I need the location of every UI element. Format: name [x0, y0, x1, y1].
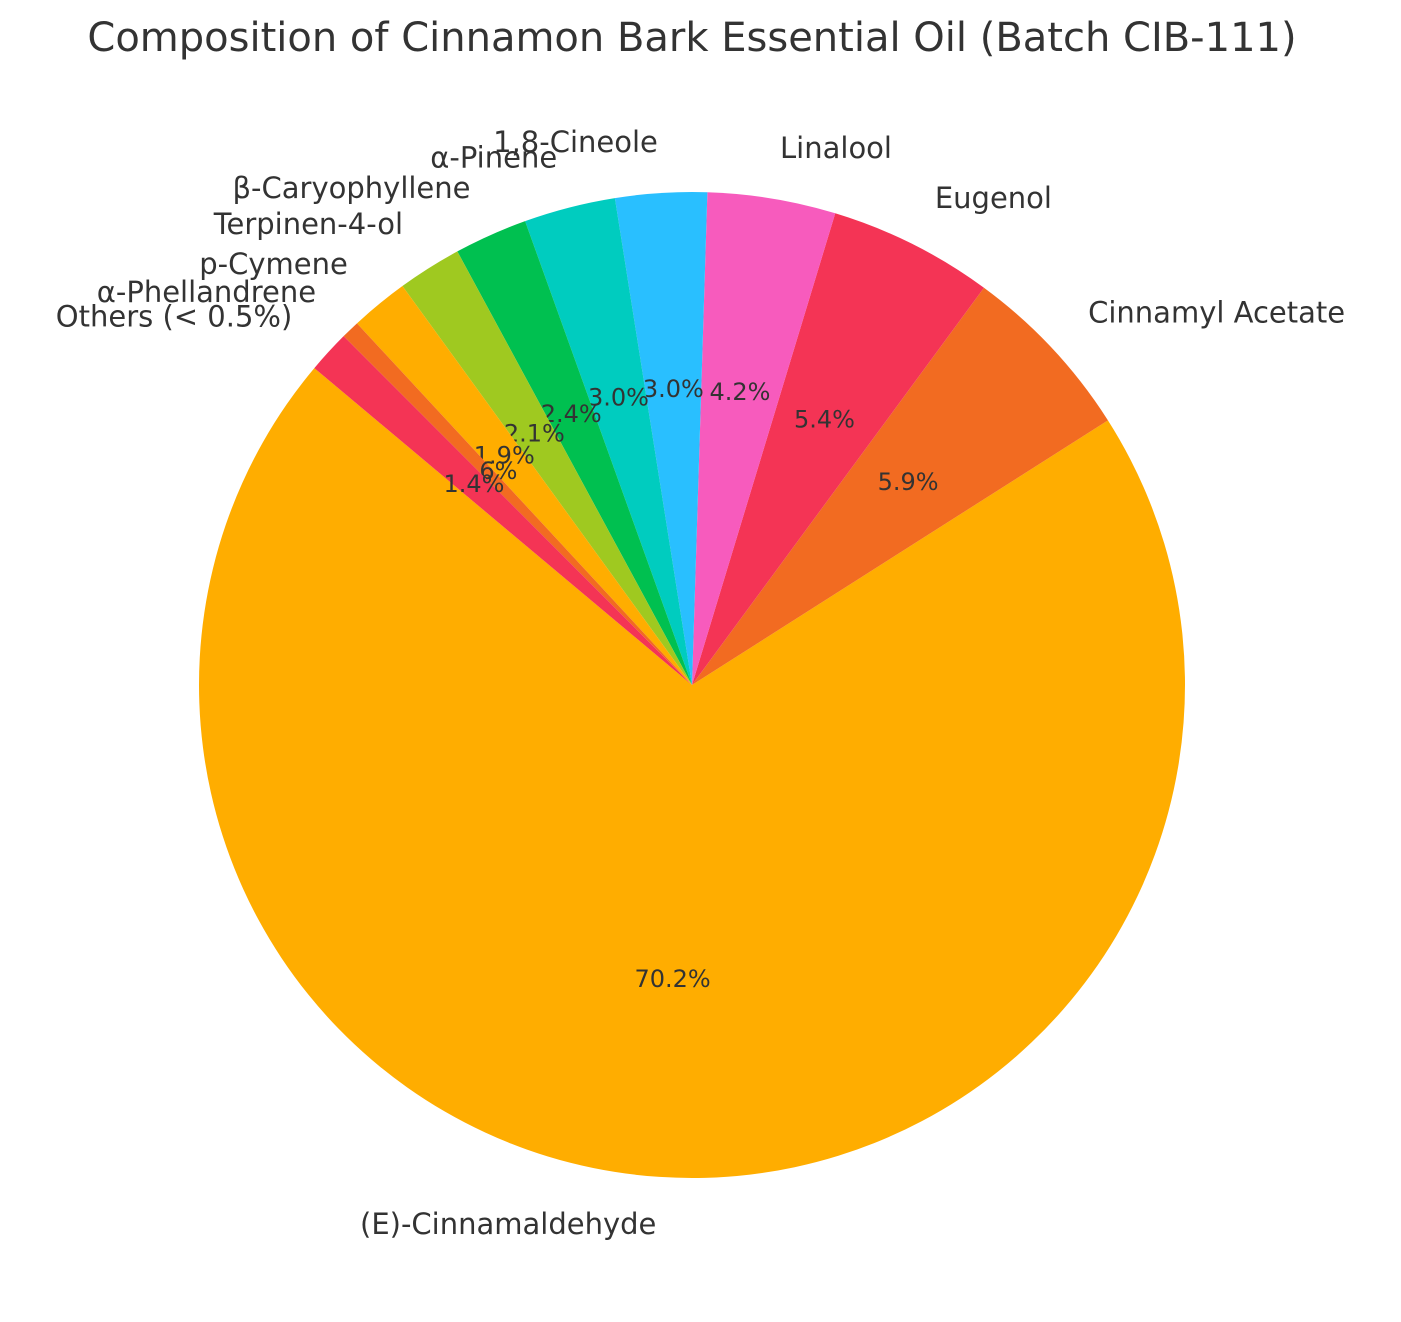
pie-slice	[692, 192, 836, 685]
pie-slice	[402, 251, 692, 685]
slice-label: Terpinen-4-ol	[213, 207, 403, 241]
pie-slice	[198, 368, 1185, 1178]
pie-slice	[614, 192, 708, 685]
slice-label: p-Cymene	[199, 247, 348, 281]
value-label: 3.0%	[588, 383, 649, 411]
slice-label: Linalool	[780, 131, 892, 165]
value-label: 1.4%	[443, 470, 504, 498]
chart-title: Composition of Cinnamon Bark Essential O…	[87, 15, 1296, 61]
slice-label: Eugenol	[935, 181, 1052, 215]
slice-label: α-Phellandrene	[97, 275, 316, 309]
slice-label: (E)-Cinnamaldehyde	[360, 1207, 656, 1241]
slice-label: Cinnamyl Acetate	[1088, 296, 1345, 330]
slice-label: 1,8-Cineole	[493, 125, 658, 159]
pie-slice	[314, 336, 692, 685]
pie-slice	[356, 286, 692, 685]
pie-slice	[343, 323, 692, 685]
value-label: 5.9%	[878, 468, 939, 496]
slice-label: β-Caryophyllene	[233, 171, 471, 205]
value-label: 70.2%	[634, 965, 710, 993]
pie-slice	[525, 198, 692, 686]
value-label: 4.2%	[710, 378, 771, 406]
slice-label: α-Pinene	[430, 141, 557, 175]
pie-slice	[457, 221, 692, 685]
value-label: 2.4%	[541, 400, 602, 428]
value-label: 3.0%	[643, 375, 704, 403]
pie-slice	[692, 287, 1108, 685]
value-label: 5.4%	[794, 406, 855, 434]
pie-slice	[692, 213, 984, 685]
slice-label: Others (< 0.5%)	[56, 300, 293, 334]
